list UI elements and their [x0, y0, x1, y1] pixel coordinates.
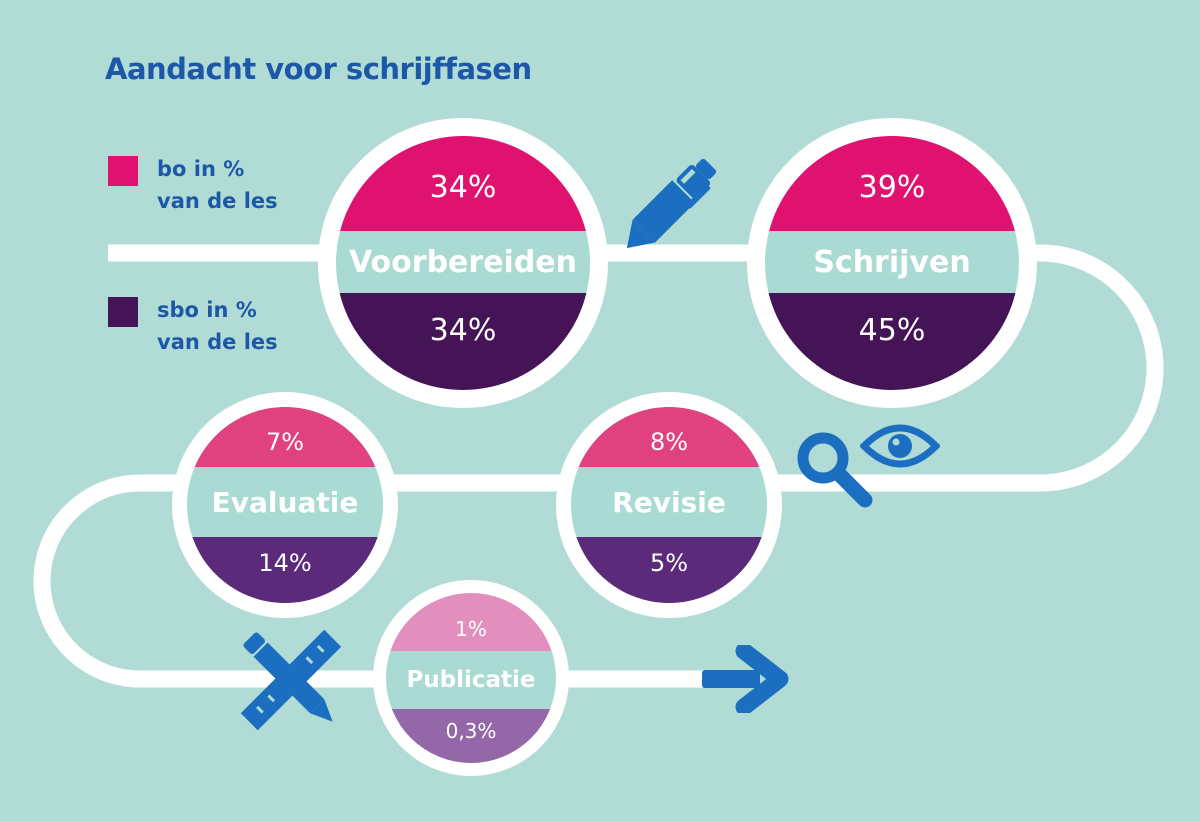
- phase-evaluatie-disk: 7% Evaluatie 14%: [187, 407, 383, 603]
- phase-revisie-bo-band: 8%: [571, 407, 767, 467]
- phase-schrijven-bo-value: 39%: [858, 170, 926, 205]
- phase-revisie: 8% Revisie 5%: [556, 392, 782, 618]
- phase-voorbereiden-sbo-band: 34%: [336, 293, 590, 390]
- phase-revisie-bo-value: 8%: [649, 428, 689, 456]
- magnifier-icon: [797, 432, 873, 508]
- phase-publicatie-sbo-band: 0,3%: [386, 709, 556, 763]
- phase-revisie-label: Revisie: [612, 485, 726, 519]
- phase-evaluatie-sbo-band: 14%: [187, 537, 383, 603]
- phase-evaluatie-label: Evaluatie: [211, 485, 359, 519]
- phase-schrijven-label: Schrijven: [813, 244, 971, 280]
- phase-evaluatie-sbo-value: 14%: [258, 549, 312, 577]
- phase-voorbereiden-bo-band: 34%: [336, 136, 590, 231]
- phase-publicatie-label-band: Publicatie: [386, 651, 556, 709]
- phase-evaluatie-bo-band: 7%: [187, 407, 383, 467]
- phase-publicatie-bo-value: 1%: [455, 617, 487, 641]
- pen-icon: [626, 158, 717, 249]
- phase-revisie-disk: 8% Revisie 5%: [571, 407, 767, 603]
- phase-publicatie-sbo-value: 0,3%: [445, 719, 497, 743]
- phase-voorbereiden-bo-value: 34%: [429, 170, 497, 205]
- phase-evaluatie: 7% Evaluatie 14%: [172, 392, 398, 618]
- phase-publicatie-bo-band: 1%: [386, 593, 556, 651]
- legend-label-bo-line2: van de les: [157, 189, 278, 213]
- phase-evaluatie-bo-value: 7%: [265, 428, 305, 456]
- phase-schrijven: 39% Schrijven 45%: [747, 118, 1037, 408]
- phase-voorbereiden: 34% Voorbereiden 34%: [318, 118, 608, 408]
- phase-publicatie-disk: 1% Publicatie 0,3%: [386, 593, 556, 763]
- eye-icon: [860, 424, 940, 468]
- phase-revisie-label-band: Revisie: [571, 467, 767, 537]
- phase-voorbereiden-label: Voorbereiden: [348, 244, 578, 280]
- phase-schrijven-bo-band: 39%: [765, 136, 1019, 231]
- phase-revisie-sbo-band: 5%: [571, 537, 767, 603]
- phase-evaluatie-label-band: Evaluatie: [187, 467, 383, 537]
- phase-schrijven-sbo-value: 45%: [858, 313, 926, 348]
- phase-publicatie-label: Publicatie: [406, 667, 536, 693]
- phase-voorbereiden-label-band: Voorbereiden: [336, 231, 590, 293]
- phase-revisie-sbo-value: 5%: [649, 549, 689, 577]
- phase-schrijven-disk: 39% Schrijven 45%: [765, 136, 1019, 390]
- legend-label-bo-line1: bo in %: [157, 157, 245, 181]
- legend-label-sbo-line2: van de les: [157, 330, 278, 354]
- phase-schrijven-sbo-band: 45%: [765, 293, 1019, 390]
- ruler-pencil-icon: [240, 629, 342, 731]
- phase-schrijven-label-band: Schrijven: [765, 231, 1019, 293]
- legend-swatch-sbo: [108, 297, 138, 327]
- chart-title: Aandacht voor schrijffasen: [105, 52, 532, 86]
- phase-publicatie: 1% Publicatie 0,3%: [373, 580, 569, 776]
- legend-label-bo: bo in % van de les: [157, 153, 337, 217]
- arrow-right-icon: [702, 645, 789, 713]
- phase-voorbereiden-disk: 34% Voorbereiden 34%: [336, 136, 590, 390]
- phase-voorbereiden-sbo-value: 34%: [429, 313, 497, 348]
- legend-swatch-bo: [108, 156, 138, 186]
- legend-label-sbo-line1: sbo in %: [157, 298, 257, 322]
- legend-label-sbo: sbo in % van de les: [157, 294, 337, 358]
